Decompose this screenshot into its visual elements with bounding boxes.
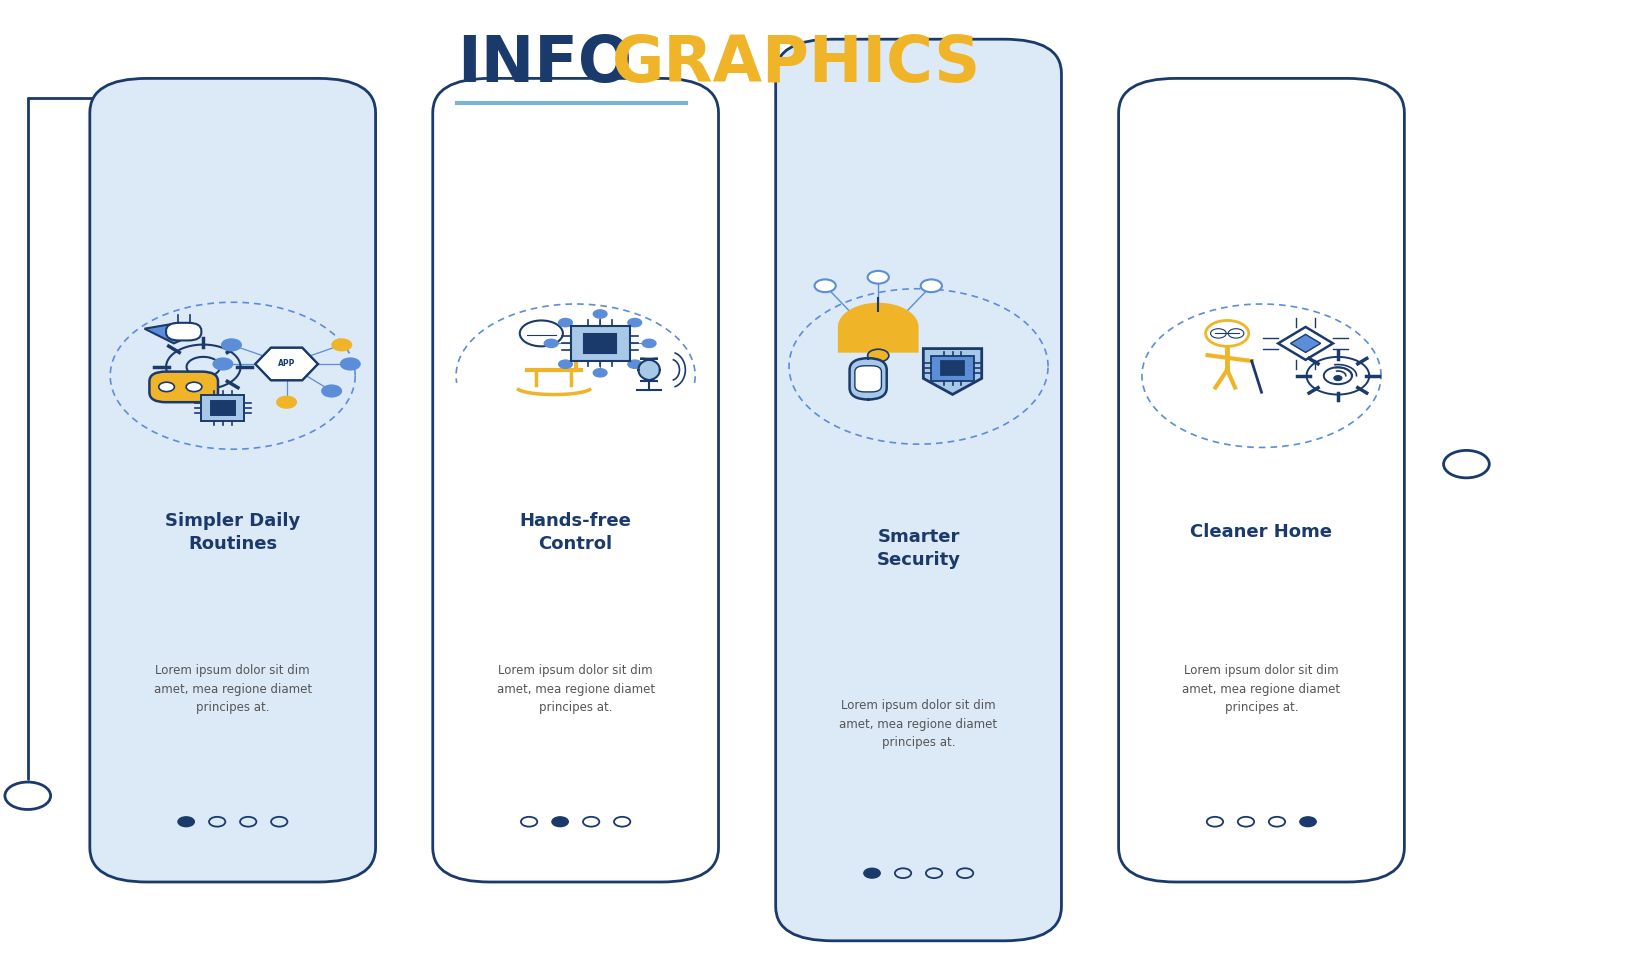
Text: Lorem ipsum dolor sit dim
amet, mea regione diamet
principes at.: Lorem ipsum dolor sit dim amet, mea regi…	[839, 700, 997, 750]
Circle shape	[867, 349, 888, 362]
FancyBboxPatch shape	[432, 78, 718, 882]
Circle shape	[543, 339, 558, 348]
Circle shape	[628, 318, 641, 326]
Circle shape	[331, 339, 351, 351]
Circle shape	[1333, 375, 1342, 380]
FancyBboxPatch shape	[855, 366, 881, 392]
Circle shape	[867, 270, 888, 283]
Polygon shape	[255, 348, 318, 380]
FancyBboxPatch shape	[775, 39, 1061, 941]
FancyBboxPatch shape	[150, 371, 219, 402]
Bar	[584, 333, 615, 353]
Bar	[940, 362, 963, 375]
Text: Lorem ipsum dolor sit dim
amet, mea regione diamet
principes at.: Lorem ipsum dolor sit dim amet, mea regi…	[153, 664, 312, 714]
Text: Cleaner Home: Cleaner Home	[1190, 523, 1332, 541]
Polygon shape	[1289, 334, 1320, 353]
Circle shape	[158, 382, 175, 392]
Text: APP: APP	[277, 360, 295, 368]
Circle shape	[276, 396, 297, 408]
Circle shape	[222, 339, 242, 351]
Circle shape	[552, 817, 568, 827]
FancyBboxPatch shape	[1118, 78, 1404, 882]
Circle shape	[1204, 320, 1248, 346]
Text: INFO: INFO	[457, 32, 632, 95]
Bar	[211, 401, 235, 416]
Polygon shape	[922, 349, 981, 394]
Circle shape	[920, 279, 942, 292]
Polygon shape	[837, 303, 917, 353]
Circle shape	[558, 360, 571, 368]
Circle shape	[178, 817, 194, 827]
Circle shape	[519, 320, 563, 346]
FancyBboxPatch shape	[849, 358, 886, 400]
Circle shape	[1299, 817, 1315, 827]
Circle shape	[322, 385, 341, 397]
Circle shape	[863, 868, 880, 878]
Circle shape	[641, 339, 656, 348]
Text: Lorem ipsum dolor sit dim
amet, mea regione diamet
principes at.: Lorem ipsum dolor sit dim amet, mea regi…	[496, 664, 654, 714]
Bar	[930, 356, 973, 381]
FancyBboxPatch shape	[90, 78, 375, 882]
Circle shape	[628, 360, 641, 368]
FancyBboxPatch shape	[166, 322, 201, 340]
Polygon shape	[144, 322, 193, 343]
Text: Hands-free
Control: Hands-free Control	[519, 512, 632, 553]
Polygon shape	[837, 311, 917, 353]
Text: Lorem ipsum dolor sit dim
amet, mea regione diamet
principes at.: Lorem ipsum dolor sit dim amet, mea regi…	[1182, 664, 1340, 714]
FancyBboxPatch shape	[638, 359, 659, 381]
Circle shape	[212, 358, 232, 369]
Bar	[571, 325, 628, 361]
Circle shape	[592, 368, 607, 377]
Text: GRAPHICS: GRAPHICS	[612, 32, 981, 95]
Circle shape	[558, 318, 571, 326]
Circle shape	[592, 310, 607, 318]
Polygon shape	[1278, 327, 1332, 360]
Text: Simpler Daily
Routines: Simpler Daily Routines	[165, 512, 300, 553]
Circle shape	[814, 279, 836, 292]
Bar	[201, 395, 245, 421]
Text: Smarter
Security: Smarter Security	[876, 528, 960, 569]
Circle shape	[186, 382, 202, 392]
Circle shape	[339, 358, 359, 369]
